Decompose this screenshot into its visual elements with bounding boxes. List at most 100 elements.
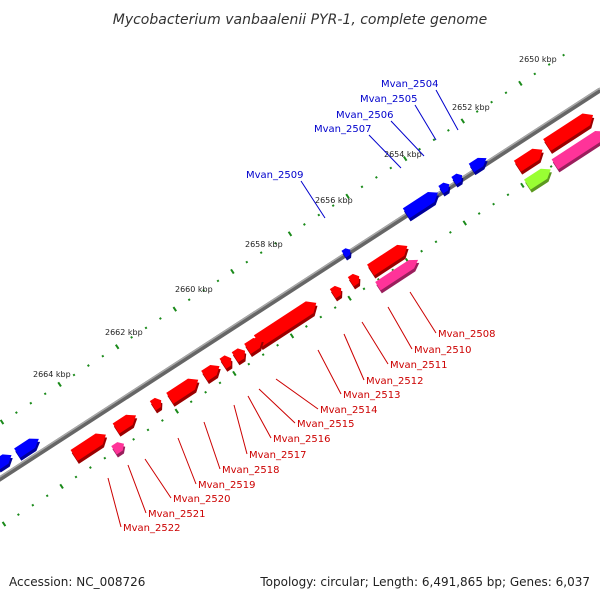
- outer-tick: [446, 128, 450, 132]
- outer-tick: [533, 72, 537, 76]
- inner-tick: [289, 333, 295, 339]
- outer-tick: [187, 298, 191, 302]
- feature-pink-mid[interactable]: [375, 259, 419, 291]
- cds-mvan-2511[interactable]: [329, 285, 342, 299]
- cds-mvan-2514[interactable]: [231, 348, 246, 363]
- cds-mvan-2506[interactable]: [438, 182, 450, 194]
- leader-mvan-2517: [233, 404, 248, 455]
- cds-forward-topright[interactable]: [543, 113, 594, 151]
- leader-mvan-2509: [300, 180, 326, 219]
- cds-mvan-2517[interactable]: [166, 378, 199, 404]
- outer-tick: [504, 91, 508, 95]
- inner-tick: [45, 494, 49, 498]
- inner-tick: [204, 390, 207, 394]
- tick-label-2656: 2656 kbp: [315, 196, 353, 205]
- outer-tick: [87, 364, 90, 367]
- tick-label-2662: 2662 kbp: [105, 328, 143, 337]
- cds-mvan-2505[interactable]: [451, 173, 463, 185]
- outer-tick: [101, 354, 105, 358]
- tick-label-2660: 2660 kbp: [175, 285, 213, 294]
- cds-mvan-2520[interactable]: [70, 433, 106, 461]
- leader-mvan-2519: [177, 437, 197, 485]
- cds-mvan-2508[interactable]: [367, 244, 408, 276]
- gene-label-mvan-2515: Mvan_2515: [297, 419, 354, 430]
- cds-mvan-2515[interactable]: [219, 355, 232, 369]
- gene-label-mvan-2516: Mvan_2516: [273, 434, 330, 445]
- cds-reverse-left-2[interactable]: [0, 454, 12, 470]
- gene-label-mvan-2521: Mvan_2521: [148, 509, 205, 520]
- inner-tick: [333, 306, 337, 310]
- outer-tick: [15, 411, 18, 414]
- outer-tick: [172, 306, 177, 312]
- cds-mvan-2519[interactable]: [112, 414, 137, 434]
- cds-mvan-2509[interactable]: [341, 248, 351, 258]
- cds-mvan-2510[interactable]: [347, 273, 360, 287]
- forward-gene-labels: Mvan_2508 Mvan_2510 Mvan_2511 Mvan_2512 …: [123, 329, 495, 534]
- gene-label-mvan-2509: Mvan_2509: [246, 170, 303, 181]
- cds-mvan-2516[interactable]: [201, 364, 220, 381]
- tick-label-2654: 2654 kbp: [384, 150, 422, 159]
- feature-green[interactable]: [523, 168, 551, 190]
- accession-text: Accession: NC_008726: [9, 575, 145, 589]
- outer-tick: [562, 53, 565, 57]
- cds-forward-upper[interactable]: [513, 148, 543, 172]
- genome-backbone: [0, 87, 600, 482]
- outer-tick: [402, 155, 408, 162]
- leader-mvan-2515: [258, 388, 296, 424]
- gene-label-mvan-2514: Mvan_2514: [320, 405, 377, 416]
- inner-tick: [218, 381, 222, 385]
- cds-mvan-2504[interactable]: [468, 157, 487, 173]
- cds-mvan-2513[interactable]: [244, 337, 263, 354]
- inner-tick: [305, 325, 308, 328]
- inner-tick: [448, 230, 452, 234]
- inner-tick: [362, 287, 366, 291]
- outer-tick: [216, 279, 220, 283]
- cds-mvan-2507[interactable]: [402, 191, 438, 219]
- leader-mvan-2506: [390, 120, 425, 157]
- gene-label-mvan-2517: Mvan_2517: [249, 450, 306, 461]
- inner-tick: [247, 362, 251, 366]
- gene-label-mvan-2505: Mvan_2505: [360, 94, 417, 105]
- inner-tick: [434, 240, 438, 244]
- outer-tick: [345, 193, 350, 199]
- leader-mvan-2504: [435, 89, 459, 131]
- feature-track: [0, 113, 600, 473]
- genome-backbone-highlight: [0, 87, 600, 478]
- gene-label-mvan-2519: Mvan_2519: [198, 480, 255, 491]
- cds-mvan-2518[interactable]: [149, 397, 162, 411]
- inner-tick: [1, 521, 7, 527]
- outer-tick: [418, 147, 421, 151]
- leader-mvan-2511: [361, 321, 389, 365]
- outer-tick: [114, 344, 120, 350]
- outer-tick: [144, 326, 148, 330]
- outer-tick-ring: [0, 53, 565, 425]
- gene-label-mvan-2510: Mvan_2510: [414, 345, 471, 356]
- gene-label-mvan-2512: Mvan_2512: [366, 376, 423, 387]
- inner-tick: [420, 249, 423, 253]
- outer-tick: [230, 268, 235, 275]
- gene-label-mvan-2522: Mvan_2522: [123, 523, 180, 534]
- leader-mvan-2522: [107, 477, 122, 528]
- cds-mvan-2512[interactable]: [253, 301, 317, 348]
- inner-tick: [146, 428, 150, 432]
- map-title: Mycobacterium vanbaalenii PYR-1, complet…: [113, 12, 488, 28]
- leader-mvan-2521: [127, 464, 147, 514]
- feature-pink-left[interactable]: [111, 442, 125, 455]
- tick-label-2650: 2650 kbp: [519, 55, 557, 64]
- cds-reverse-left-1[interactable]: [14, 438, 39, 458]
- gene-label-mvan-2513: Mvan_2513: [343, 390, 400, 401]
- leader-mvan-2507: [368, 134, 402, 169]
- inner-tick: [103, 456, 107, 460]
- outer-tick: [159, 317, 162, 320]
- leader-mvan-2516: [247, 395, 272, 439]
- inner-tick: [31, 503, 35, 507]
- outer-tick: [360, 185, 364, 189]
- feature-pink-topright[interactable]: [551, 130, 600, 170]
- inner-tick: [132, 437, 135, 441]
- tick-label-2664: 2664 kbp: [33, 370, 71, 379]
- leader-mvan-2520: [144, 458, 172, 499]
- inner-tick: [74, 475, 78, 479]
- inner-tick: [174, 408, 179, 414]
- outer-tick: [57, 381, 62, 388]
- gene-label-mvan-2518: Mvan_2518: [222, 465, 279, 476]
